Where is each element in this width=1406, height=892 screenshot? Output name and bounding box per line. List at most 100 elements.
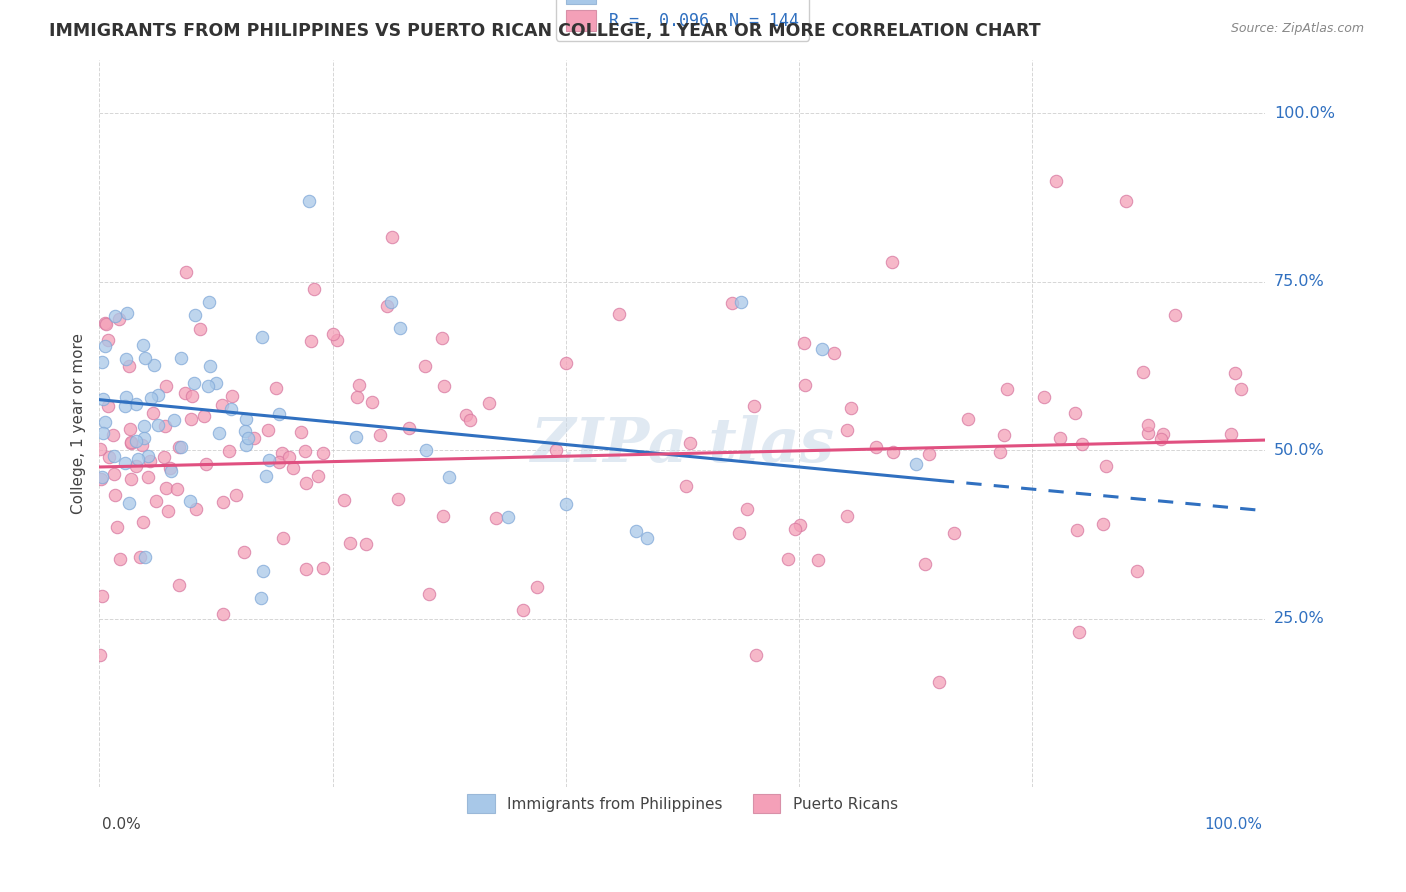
Point bbox=[389, 321, 412, 335]
Text: 0.0%: 0.0% bbox=[103, 817, 141, 832]
Point bbox=[90, 589, 112, 603]
Point bbox=[546, 442, 568, 457]
Point bbox=[90, 472, 112, 486]
Point bbox=[219, 401, 242, 416]
Point bbox=[742, 399, 765, 413]
Point bbox=[174, 386, 197, 401]
Point bbox=[212, 607, 235, 621]
Point bbox=[179, 493, 201, 508]
Point bbox=[155, 379, 177, 393]
Point bbox=[460, 412, 482, 426]
Point bbox=[1152, 427, 1174, 442]
Point bbox=[221, 388, 243, 402]
Point bbox=[381, 230, 404, 244]
Point bbox=[312, 446, 335, 460]
Point bbox=[138, 454, 160, 468]
Point bbox=[157, 504, 180, 518]
Point bbox=[1070, 436, 1092, 450]
Point bbox=[1067, 624, 1090, 639]
Point bbox=[105, 520, 128, 534]
Point bbox=[1063, 406, 1085, 420]
Point bbox=[211, 398, 233, 412]
Text: 100.0%: 100.0% bbox=[1205, 817, 1263, 832]
Point bbox=[294, 444, 316, 458]
Point bbox=[108, 551, 131, 566]
Point bbox=[114, 456, 136, 470]
Point bbox=[169, 440, 191, 454]
Point bbox=[269, 408, 291, 422]
Point bbox=[249, 591, 271, 606]
Point bbox=[232, 545, 254, 559]
Point bbox=[344, 430, 367, 444]
Point bbox=[512, 603, 534, 617]
Point bbox=[115, 305, 138, 319]
Y-axis label: College, 1 year or more: College, 1 year or more bbox=[72, 333, 86, 514]
Point bbox=[120, 434, 142, 449]
Point bbox=[89, 648, 111, 662]
Point bbox=[415, 443, 437, 458]
Point bbox=[299, 334, 322, 349]
Point bbox=[554, 356, 576, 370]
Point bbox=[91, 392, 114, 406]
Point bbox=[295, 562, 318, 576]
Point bbox=[1223, 366, 1246, 380]
Point bbox=[153, 419, 176, 434]
Point bbox=[882, 254, 904, 268]
Point bbox=[93, 339, 115, 353]
Point bbox=[233, 425, 256, 439]
Point bbox=[298, 194, 321, 208]
Point bbox=[252, 330, 274, 344]
Point bbox=[439, 470, 461, 484]
Point bbox=[368, 427, 391, 442]
Point bbox=[107, 311, 129, 326]
Point bbox=[271, 531, 294, 545]
Point bbox=[1126, 564, 1149, 578]
Point bbox=[675, 479, 697, 493]
Point bbox=[636, 531, 658, 545]
Point bbox=[1066, 523, 1088, 537]
Text: 50.0%: 50.0% bbox=[1274, 442, 1324, 458]
Point bbox=[132, 337, 155, 351]
Point bbox=[882, 445, 904, 459]
Point bbox=[1132, 365, 1154, 379]
Text: ZIPa tlas: ZIPa tlas bbox=[530, 415, 834, 475]
Point bbox=[118, 422, 141, 436]
Point bbox=[295, 475, 318, 490]
Point bbox=[1136, 425, 1159, 440]
Point bbox=[134, 351, 156, 365]
Point bbox=[153, 450, 176, 464]
Point bbox=[200, 359, 222, 373]
Point bbox=[120, 436, 142, 450]
Point bbox=[1045, 174, 1067, 188]
Point bbox=[607, 307, 630, 321]
Point bbox=[118, 359, 141, 373]
Point bbox=[180, 388, 202, 402]
Point bbox=[103, 449, 125, 463]
Point bbox=[387, 492, 409, 507]
Point bbox=[132, 515, 155, 529]
Point bbox=[307, 469, 329, 483]
Point bbox=[155, 481, 177, 495]
Point bbox=[526, 580, 548, 594]
Point bbox=[278, 450, 301, 464]
Point bbox=[554, 497, 576, 511]
Point bbox=[270, 446, 292, 460]
Point bbox=[138, 450, 160, 464]
Point bbox=[218, 443, 240, 458]
Point bbox=[776, 552, 799, 566]
Point bbox=[943, 526, 966, 541]
Point bbox=[865, 440, 887, 454]
Point bbox=[735, 501, 758, 516]
Point bbox=[496, 510, 519, 524]
Point bbox=[290, 425, 312, 439]
Point bbox=[811, 342, 834, 356]
Point bbox=[360, 395, 382, 409]
Point bbox=[120, 472, 142, 486]
Point bbox=[134, 431, 156, 445]
Point bbox=[835, 423, 858, 437]
Point bbox=[823, 346, 845, 360]
Text: Source: ZipAtlas.com: Source: ZipAtlas.com bbox=[1230, 22, 1364, 36]
Point bbox=[146, 388, 169, 402]
Legend: Immigrants from Philippines, Puerto Ricans: Immigrants from Philippines, Puerto Rica… bbox=[461, 789, 904, 819]
Point bbox=[904, 457, 927, 471]
